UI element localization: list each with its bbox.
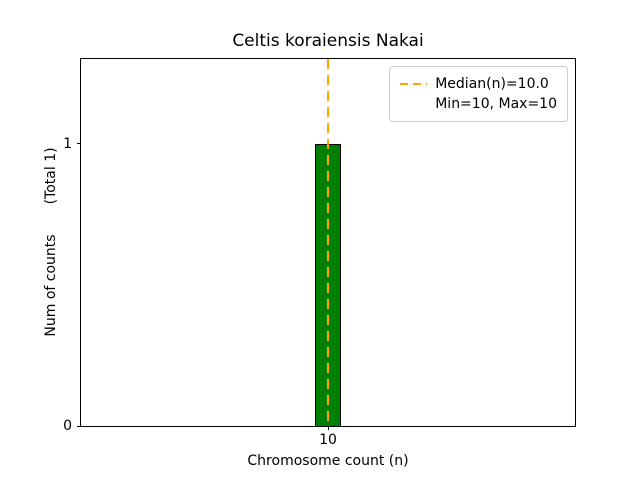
legend-entry-minmax: Min=10, Max=10 — [400, 94, 557, 114]
chart-title: Celtis koraiensis Nakai — [232, 31, 424, 51]
x-axis-label: Chromosome count (n) — [247, 453, 409, 469]
y-tick-label-1: 1 — [63, 135, 72, 152]
y-axis-label-text: Num of counts — [43, 234, 59, 337]
median-dashed-line-icon — [400, 83, 428, 85]
legend: Median(n)=10.0 Min=10, Max=10 — [389, 66, 568, 122]
x-tick-mark — [327, 426, 329, 430]
y-tick-mark — [77, 143, 81, 145]
legend-spacer — [400, 103, 427, 105]
median-line — [327, 59, 329, 426]
y-axis-total-annotation: (Total 1) — [43, 147, 59, 205]
y-tick-label-0: 0 — [63, 418, 72, 434]
legend-label-median: Median(n)=10.0 — [435, 76, 549, 92]
plot-area: Median(n)=10.0 Min=10, Max=10 0 1 10 — [63, 58, 576, 448]
x-tick-label: 10 — [319, 432, 337, 448]
legend-label-minmax: Min=10, Max=10 — [435, 96, 557, 112]
y-axis-label: Num of counts (Total 1) — [43, 147, 59, 336]
legend-entry-median: Median(n)=10.0 — [400, 74, 557, 94]
y-tick-mark — [77, 425, 81, 427]
